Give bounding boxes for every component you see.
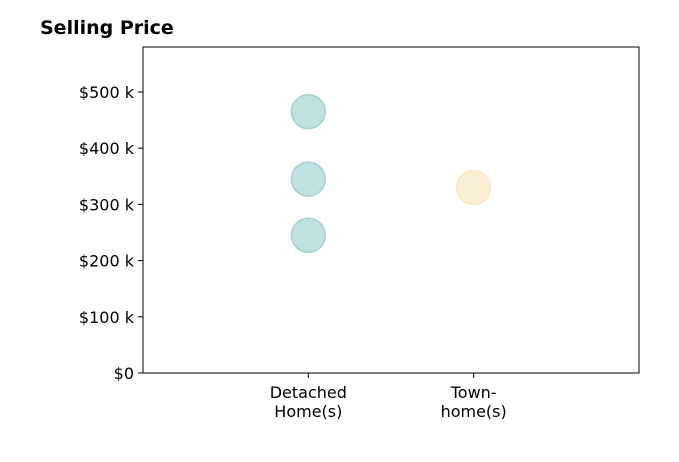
x-tick-label-line: Home(s) [274,402,342,421]
y-tick-label: $200 k [79,252,135,271]
data-point [290,217,327,254]
x-tick-label-line: home(s) [441,402,507,421]
data-point [290,161,327,197]
x-tick-label: Town-home(s) [441,383,507,421]
y-tick-label: $400 k [79,139,135,158]
y-axis: $0 $100 k $200 k $300 k $400 k $500 k [79,83,143,383]
x-tick-label-line: Town- [450,383,497,402]
x-axis: Detached Home(s) Town-home(s) [270,373,507,421]
y-tick-label: $300 k [79,195,135,214]
data-point [455,169,492,206]
plot-area-frame [142,46,640,374]
y-tick-label: $500 k [79,83,135,102]
x-tick-label-line: Detached [270,383,347,402]
x-tick-label: Detached Home(s) [270,383,347,421]
data-point [290,93,327,130]
y-tick-label: $0 [114,364,134,383]
data-points [290,93,492,254]
y-tick-label: $100 k [79,308,135,327]
chart-title: Selling Price [40,17,174,39]
